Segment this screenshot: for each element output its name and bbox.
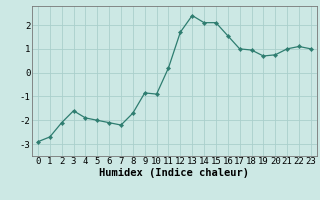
X-axis label: Humidex (Indice chaleur): Humidex (Indice chaleur) xyxy=(100,168,249,178)
